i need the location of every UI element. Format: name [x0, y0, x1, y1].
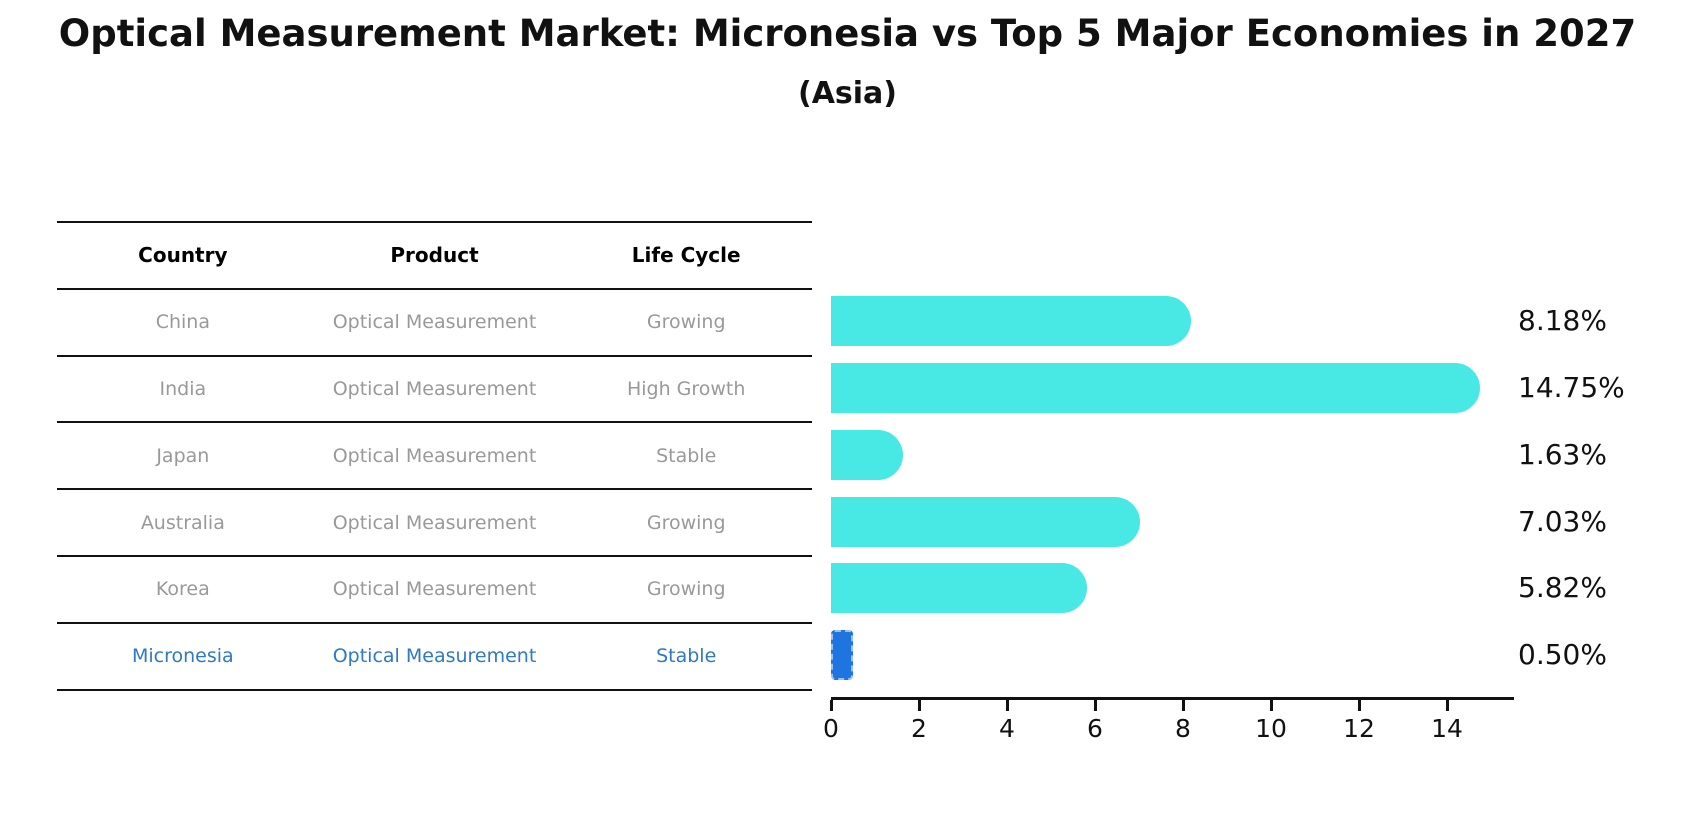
- x-axis-tick-label: 12: [1343, 714, 1375, 743]
- table-cell: Optical Measurement: [332, 377, 537, 400]
- table-cell: High Growth: [626, 377, 746, 400]
- x-axis-tick: [829, 700, 833, 711]
- x-axis-tick: [1181, 700, 1185, 711]
- table-row: India Optical Measurement High Growth: [57, 357, 812, 424]
- table-header-cell: Life Cycle: [631, 243, 741, 268]
- x-axis-tick-label: 6: [1087, 714, 1103, 743]
- x-axis-tick: [1357, 700, 1361, 711]
- x-axis-tick-label: 14: [1431, 714, 1463, 743]
- table-cell: Optical Measurement: [332, 311, 537, 334]
- value-label: 1.63%: [1518, 437, 1607, 471]
- chart-title: Optical Measurement Market: Micronesia v…: [58, 12, 1637, 55]
- bar-australia: [831, 496, 1141, 547]
- table-header-cell: Country: [138, 243, 228, 268]
- x-axis-tick: [917, 700, 921, 711]
- bar-china: [831, 296, 1191, 347]
- x-axis-tick-label: 2: [911, 714, 927, 743]
- table-cell: Optical Measurement: [332, 578, 537, 601]
- table-cell: Australia: [140, 511, 225, 534]
- x-axis-tick-label: 10: [1255, 714, 1287, 743]
- bar-micronesia-highlight: [831, 630, 853, 681]
- value-label: 5.82%: [1518, 571, 1607, 605]
- country-table: Country Product Life Cycle China Optical Mea…: [57, 221, 812, 691]
- value-label: 8.18%: [1518, 304, 1607, 338]
- x-axis-tick: [1445, 700, 1449, 711]
- table-header-cell: Product: [390, 243, 479, 268]
- table-cell: Micronesia: [131, 645, 234, 668]
- bar-japan: [831, 429, 903, 480]
- table-row-highlight: Micronesia Optical Measurement Stable: [57, 624, 812, 691]
- table-cell: Korea: [155, 578, 210, 601]
- value-label: 7.03%: [1518, 504, 1607, 538]
- table-row: China Optical Measurement Growing: [57, 290, 812, 357]
- table-cell: China: [155, 311, 210, 334]
- x-axis-tick-label: 0: [823, 714, 839, 743]
- table-cell: Optical Measurement: [332, 645, 537, 668]
- table-cell: Growing: [646, 311, 726, 334]
- chart-subtitle: (Asia): [797, 76, 898, 111]
- x-axis-tick: [1269, 700, 1273, 711]
- value-label: 14.75%: [1518, 371, 1625, 404]
- table-cell: Japan: [156, 444, 210, 467]
- bar-india: [831, 363, 1480, 413]
- x-axis-tick: [1005, 700, 1009, 711]
- x-axis-tick: [1093, 700, 1097, 711]
- table-cell: Optical Measurement: [332, 444, 537, 467]
- table-cell: Optical Measurement: [332, 511, 537, 534]
- table-cell: Stable: [656, 645, 717, 668]
- table-cell: Growing: [646, 511, 726, 534]
- x-axis-line: [831, 697, 1514, 700]
- bar-korea: [831, 563, 1088, 614]
- table-cell: Growing: [646, 578, 726, 601]
- table-header-row: Country Product Life Cycle: [57, 223, 812, 290]
- x-axis-tick-label: 4: [999, 714, 1015, 743]
- value-label: 0.50%: [1518, 638, 1607, 672]
- table-row: Korea Optical Measurement Growing: [57, 557, 812, 624]
- x-axis-tick-label: 8: [1175, 714, 1191, 743]
- table-row: Japan Optical Measurement Stable: [57, 423, 812, 491]
- table-row: Australia Optical Measurement Growing: [57, 490, 812, 557]
- table-cell: Stable: [656, 444, 717, 467]
- table-cell: India: [159, 377, 207, 400]
